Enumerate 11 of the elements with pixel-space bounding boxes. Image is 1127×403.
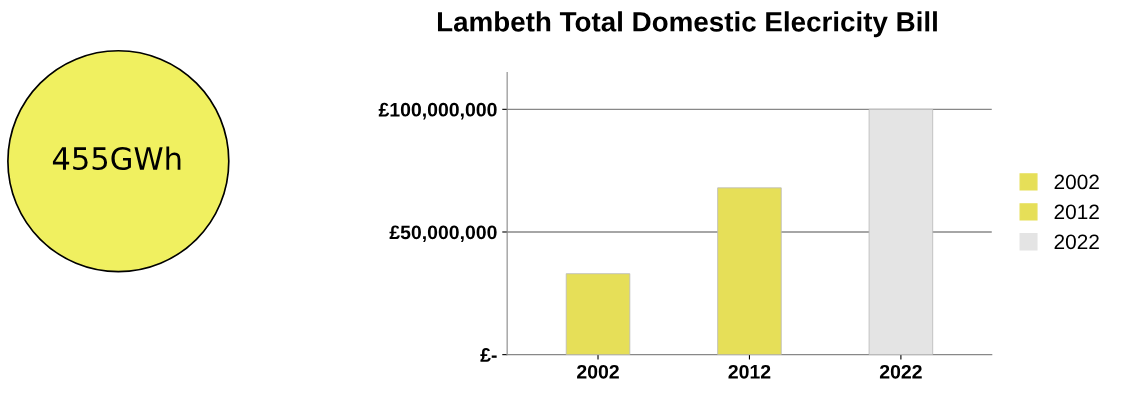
chart-title: Lambeth Total Domestic Elecricity Bill [437, 11, 937, 38]
y-tick-label: £50,000,000 [389, 225, 497, 243]
legend-label: 2012 [1054, 204, 1099, 220]
y-tick-label: £- [480, 348, 497, 362]
y-tick-label: £100,000,000 [378, 102, 497, 120]
text: 455GWh [52, 146, 181, 171]
legend-label: 2002 [1054, 174, 1099, 190]
x-tick-label: 2012 [728, 364, 771, 379]
x-tick-label: 2002 [577, 364, 619, 379]
legend-label: 2022 [1054, 234, 1099, 250]
x-tick-label: 2022 [879, 364, 922, 379]
